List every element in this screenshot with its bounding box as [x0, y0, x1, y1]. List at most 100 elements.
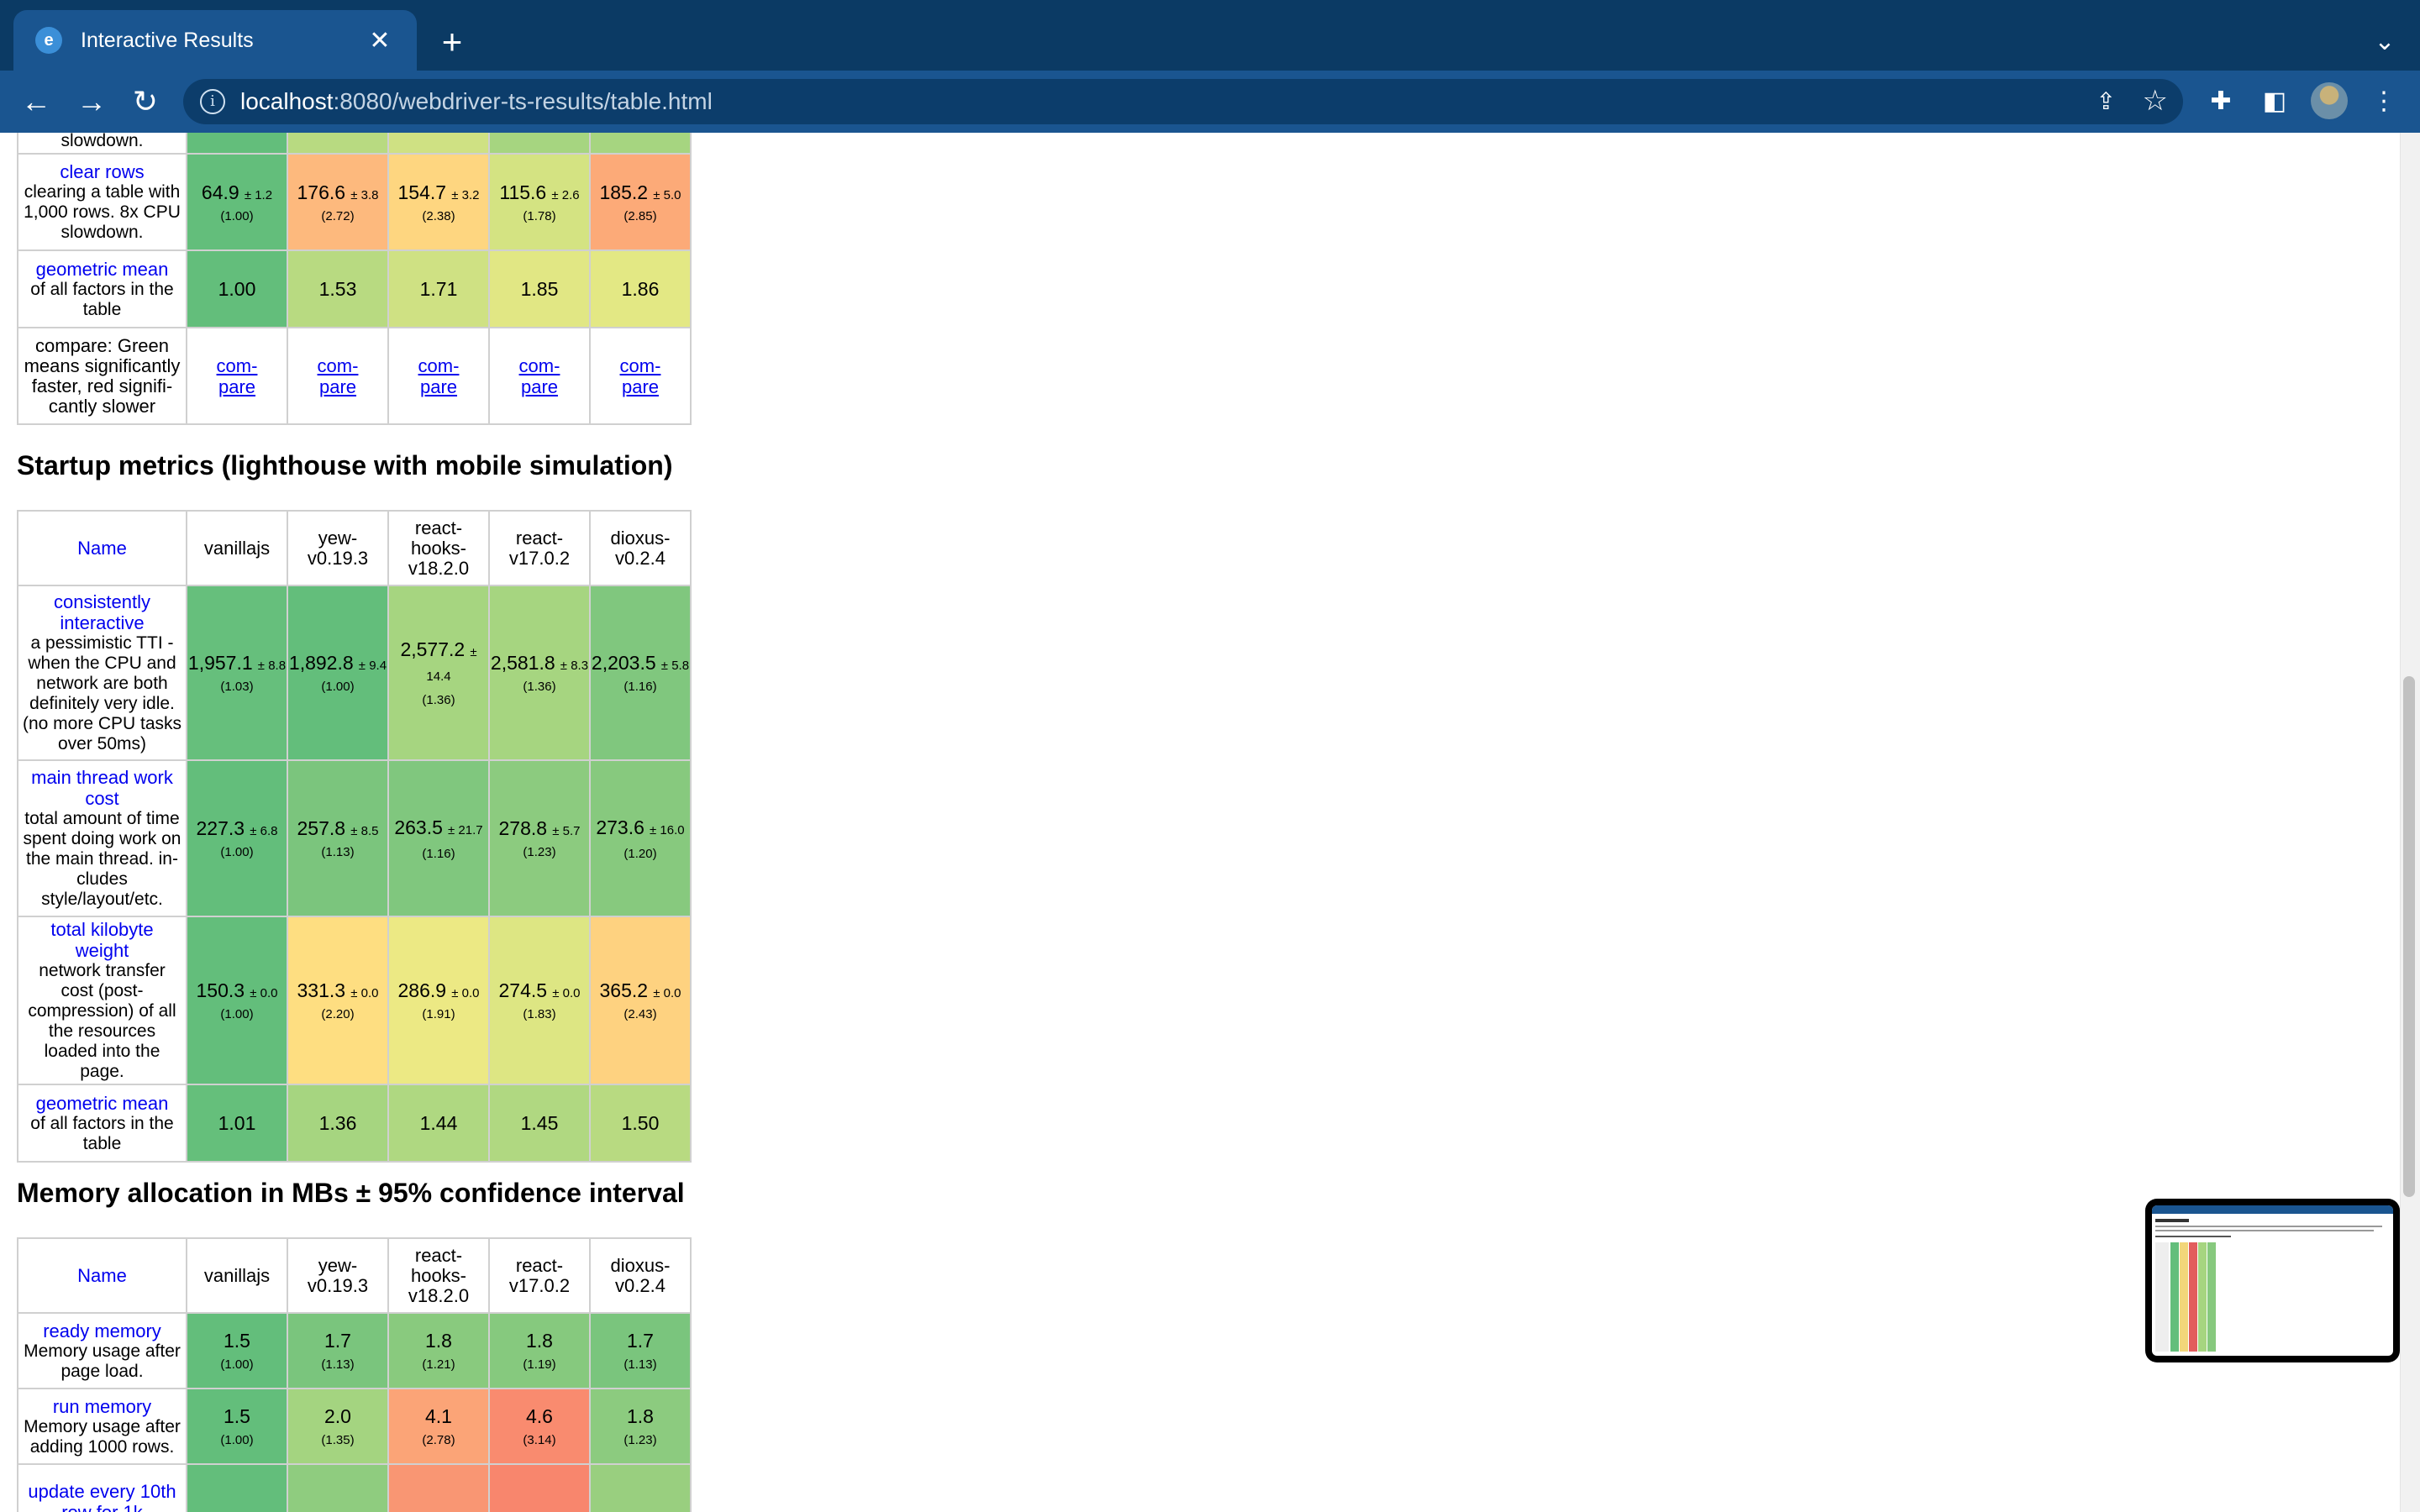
result-cell: 64.9 ± 1.2 (1.00) [186, 153, 288, 251]
mean-value: 274.5 [498, 979, 548, 1001]
geomean-value: 1.00 [218, 277, 256, 300]
result-value: 2,577.2 ± 14.4 [389, 638, 488, 688]
side-panel-icon[interactable]: ◧ [2262, 87, 2287, 115]
mean-value: 286.9 [397, 979, 447, 1001]
framework-column-header: dioxus- v0.2.4 [589, 510, 692, 586]
result-value: 274.5 ± 0.0 [490, 979, 589, 1002]
mean-value: 64.9 [201, 181, 239, 203]
mean-value: 150.3 [196, 979, 245, 1001]
result-cell: 1,892.8 ± 9.4 (1.00) [287, 585, 389, 761]
page-scrollbar-thumb[interactable] [2403, 676, 2415, 1197]
confidence-interval: ± 3.2 [451, 187, 480, 202]
address-bar[interactable]: i localhost:8080/webdriver-ts-results/ta… [183, 79, 2183, 124]
framework-name: dioxus- v0.2.4 [610, 1254, 671, 1296]
profile-avatar[interactable] [2311, 82, 2348, 119]
slowdown-factor: (1.00) [220, 845, 254, 859]
compare-link[interactable]: com- pare [216, 354, 258, 397]
mean-value: 2,581.8 [490, 652, 555, 674]
mean-value: 4.1 [425, 1405, 452, 1427]
framework-name: vanillajs [203, 1264, 271, 1286]
reload-icon[interactable]: ↻ [132, 84, 159, 118]
site-info-icon[interactable]: i [200, 89, 225, 114]
close-tab-icon[interactable]: ✕ [369, 26, 391, 55]
geomean-value: 1.45 [520, 1111, 559, 1134]
mean-value: 278.8 [498, 817, 548, 839]
row-title-link[interactable]: geometric mean [35, 1092, 169, 1114]
compare-link[interactable]: com- pare [518, 354, 560, 397]
slowdown-factor: (2.72) [321, 208, 355, 223]
geometric-mean-row: geometric mean of all factors in the tabl… [17, 249, 692, 328]
back-arrow-icon[interactable]: ← [21, 84, 51, 118]
geomean-value: 1.50 [621, 1111, 660, 1134]
result-cell [387, 1463, 490, 1512]
row-description: slowdown. [60, 133, 144, 150]
row-name-cell: geometric mean of all factors in the tabl… [17, 249, 187, 328]
result-value: 115.6 ± 2.6 [490, 181, 589, 204]
result-value: 227.3 ± 6.8 [187, 817, 287, 840]
framework-name: react- v17.0.2 [508, 1254, 571, 1296]
extensions-puzzle-icon[interactable]: ✚ [2210, 87, 2232, 115]
row-title-link[interactable]: clear rows [60, 161, 145, 182]
name-column-header[interactable]: Name [17, 1237, 187, 1314]
new-tab-icon[interactable]: + [441, 22, 463, 61]
confidence-interval: ± 0.0 [451, 986, 480, 1000]
tab-search-chevron-icon[interactable]: ⌄ [2374, 28, 2396, 55]
row-title-link[interactable]: update every 10th row for 1k [28, 1481, 176, 1512]
name-header-label[interactable]: Name [77, 537, 127, 559]
row-title-link[interactable]: run memory [52, 1395, 152, 1417]
slowdown-factor: (1.00) [220, 1007, 254, 1021]
result-value: 331.3 ± 0.0 [288, 979, 387, 1002]
name-header-label[interactable]: Name [77, 1264, 127, 1286]
result-value: 4.1 [389, 1405, 488, 1428]
slowdown-factor: (1.00) [321, 680, 355, 694]
mean-value: 1.8 [425, 1330, 452, 1352]
result-cell: 286.9 ± 0.0 (1.91) [387, 916, 490, 1085]
result-cell [287, 1463, 389, 1512]
result-value: 2,581.8 ± 8.3 [490, 652, 589, 675]
row-title-link[interactable]: consistently interactive [54, 591, 150, 633]
slowdown-factor: (1.20) [623, 846, 657, 861]
row-title-link[interactable]: ready memory [43, 1320, 161, 1341]
name-column-header[interactable]: Name [17, 510, 187, 586]
result-value: 263.5 ± 21.7 [389, 816, 488, 842]
row-title-link[interactable]: geometric mean [35, 258, 169, 280]
result-cell: 2,581.8 ± 8.3 (1.36) [488, 585, 591, 761]
row-name-cell: clear rows clearing a table with 1,000 ro… [17, 153, 187, 251]
framework-column-header: react- hooks- v18.2.0 [387, 510, 490, 586]
result-cell: 176.6 ± 3.8 (2.72) [287, 153, 389, 251]
framework-name: react- v17.0.2 [508, 527, 571, 569]
compare-link[interactable]: com- pare [317, 354, 359, 397]
page-content: slowdown. clear rows clearing a table with… [0, 133, 2400, 1512]
result-cell: 1.7 (1.13) [589, 1312, 692, 1389]
confidence-interval: ± 6.8 [250, 824, 278, 838]
framework-name: react- hooks- v18.2.0 [408, 1244, 470, 1306]
mean-value: 263.5 [394, 816, 443, 838]
result-value: 1.8 [389, 1330, 488, 1352]
row-name-cell: ready memory Memory usage after page load… [17, 1312, 187, 1389]
confidence-interval: ± 0.0 [552, 986, 581, 1000]
compare-link[interactable]: com- pare [619, 354, 661, 397]
mean-value: 365.2 [599, 979, 649, 1001]
framework-name: dioxus- v0.2.4 [610, 527, 671, 569]
compare-link[interactable]: com- pare [418, 354, 460, 397]
result-value: 1.7 [591, 1330, 690, 1352]
confidence-interval: ± 3.8 [350, 187, 379, 202]
mean-value: 1.8 [627, 1405, 654, 1427]
result-cell [186, 1463, 288, 1512]
result-value: 257.8 ± 8.5 [288, 817, 387, 840]
forward-arrow-icon[interactable]: → [76, 84, 107, 118]
tab-preview-image [2152, 1205, 2393, 1356]
tab-preview-thumbnail[interactable] [2145, 1199, 2400, 1362]
table-row-partial: slowdown. [17, 133, 692, 155]
menu-kebab-icon[interactable]: ⋮ [2371, 87, 2396, 115]
share-icon[interactable]: ⇪ [2096, 88, 2116, 114]
mean-value: 4.6 [526, 1405, 553, 1427]
mean-value: 227.3 [196, 817, 245, 839]
row-title-link[interactable]: main thread work cost [31, 767, 173, 809]
framework-column-header: yew- v0.19.3 [287, 510, 389, 586]
tab-interactive-results[interactable]: e Interactive Results ✕ [13, 10, 417, 71]
row-title-link[interactable]: total kilobyte weight [50, 919, 154, 961]
result-cell [589, 133, 692, 155]
bookmark-star-icon[interactable]: ☆ [2142, 85, 2168, 117]
compare-cell: com- pare [387, 327, 490, 425]
